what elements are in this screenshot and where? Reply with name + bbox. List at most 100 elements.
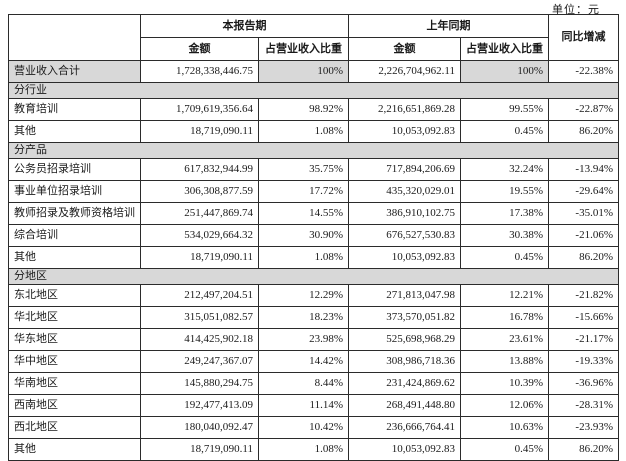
table-row: 华北地区 315,051,082.57 18.23% 373,570,051.82 16…	[8, 306, 619, 329]
row-label-cell: 华中地区	[8, 350, 141, 373]
current-pct-cell: 100%	[258, 60, 349, 83]
row-label-cell: 华东地区	[8, 328, 141, 351]
current-pct-cell: 98.92%	[258, 98, 349, 121]
current-pct-cell: 30.90%	[258, 224, 349, 247]
prior-amount-cell: 386,910,102.75	[348, 202, 461, 225]
prior-pct-cell: 12.21%	[460, 284, 549, 307]
current-amount-cell: 180,040,092.47	[140, 416, 259, 439]
prior-amount-cell: 373,570,051.82	[348, 306, 461, 329]
section-title: 分地区	[8, 268, 619, 285]
row-label-cell: 其他	[8, 438, 141, 461]
yoy-change-cell: -15.66%	[548, 306, 619, 329]
prior-pct-cell: 100%	[460, 60, 549, 83]
table-row: 教师招录及教师资格培训 251,447,869.74 14.55% 386,910,1…	[8, 202, 619, 225]
prior-amount-cell: 236,666,764.41	[348, 416, 461, 439]
unit-label: 单位：元	[552, 3, 600, 16]
current-amount-cell: 145,880,294.75	[140, 372, 259, 395]
prior-pct-cell: 0.45%	[460, 246, 549, 269]
current-pct-cell: 17.72%	[258, 180, 349, 203]
prior-pct-cell: 16.78%	[460, 306, 549, 329]
table-row: 西北地区 180,040,092.47 10.42% 236,666,764.41 10…	[8, 416, 619, 439]
yoy-change-cell: -21.06%	[548, 224, 619, 247]
table-row: 华南地区 145,880,294.75 8.44% 231,424,869.62 10.…	[8, 372, 619, 395]
section-title: 分产品	[8, 142, 619, 159]
current-pct-cell: 14.42%	[258, 350, 349, 373]
yoy-change-cell: -19.33%	[548, 350, 619, 373]
current-pct-cell: 1.08%	[258, 438, 349, 461]
section-header-row: 分行业	[8, 82, 619, 99]
prior-pct-cell: 12.06%	[460, 394, 549, 417]
prior-amount-cell: 2,226,704,962.11	[348, 60, 461, 83]
prior-pct-cell: 32.24%	[460, 158, 549, 181]
yoy-change-header: 同比增减	[548, 14, 619, 61]
current-amount-cell: 18,719,090.11	[140, 246, 259, 269]
current-pct-cell: 35.75%	[258, 158, 349, 181]
table-row: 综合培训 534,029,664.32 30.90% 676,527,530.83 30…	[8, 224, 619, 247]
header-row-periods: 本报告期 上年同期 同比增减	[8, 14, 619, 61]
row-label-cell: 华南地区	[8, 372, 141, 395]
yoy-change-cell: -21.17%	[548, 328, 619, 351]
current-amount-cell: 18,719,090.11	[140, 120, 259, 143]
current-pct-cell: 10.42%	[258, 416, 349, 439]
table-row: 东北地区 212,497,204.51 12.29% 271,813,047.98 12…	[8, 284, 619, 307]
current-amount-cell: 18,719,090.11	[140, 438, 259, 461]
prior-pct-cell: 19.55%	[460, 180, 549, 203]
prior-pct-cell: 10.39%	[460, 372, 549, 395]
prior-pct-cell: 0.45%	[460, 438, 549, 461]
corner-cell	[8, 14, 141, 61]
table-header: 本报告期 上年同期 同比增减 金额 占营业收入比重 金额 占营业收入比重	[8, 14, 619, 61]
table-row: 事业单位招录培训 306,308,877.59 17.72% 435,320,029.…	[8, 180, 619, 203]
section-header-row: 分产品	[8, 142, 619, 159]
table-row: 其他 18,719,090.11 1.08% 10,053,092.83 0.45% 86…	[8, 438, 619, 461]
pct-header-current: 占营业收入比重	[258, 37, 349, 61]
current-period-header: 本报告期	[140, 14, 349, 38]
header-row-metrics: 金额 占营业收入比重 金额 占营业收入比重	[9, 37, 619, 61]
prior-amount-cell: 10,053,092.83	[348, 120, 461, 143]
prior-amount-cell: 271,813,047.98	[348, 284, 461, 307]
current-amount-cell: 306,308,877.59	[140, 180, 259, 203]
row-label-cell: 其他	[8, 246, 141, 269]
prior-pct-cell: 13.88%	[460, 350, 549, 373]
amount-header-current: 金额	[140, 37, 259, 61]
section-header-row: 分地区	[8, 268, 619, 285]
row-label-cell: 其他	[8, 120, 141, 143]
row-label-cell: 华北地区	[8, 306, 141, 329]
yoy-change-cell: -35.01%	[548, 202, 619, 225]
current-pct-cell: 1.08%	[258, 120, 349, 143]
prior-amount-cell: 268,491,448.80	[348, 394, 461, 417]
current-amount-cell: 617,832,944.99	[140, 158, 259, 181]
current-amount-cell: 414,425,902.18	[140, 328, 259, 351]
current-pct-cell: 12.29%	[258, 284, 349, 307]
revenue-breakdown-table: 本报告期 上年同期 同比增减 金额 占营业收入比重 金额 占营业收入比重 营业收…	[8, 14, 619, 461]
table-row: 其他 18,719,090.11 1.08% 10,053,092.83 0.45% 86…	[8, 120, 619, 143]
pct-header-prior: 占营业收入比重	[460, 37, 549, 61]
prior-pct-cell: 99.55%	[460, 98, 549, 121]
current-amount-cell: 192,477,413.09	[140, 394, 259, 417]
table-row: 华中地区 249,247,367.07 14.42% 308,986,718.36 13…	[8, 350, 619, 373]
row-label-cell: 教育培训	[8, 98, 141, 121]
prior-amount-cell: 2,216,651,869.28	[348, 98, 461, 121]
prior-amount-cell: 231,424,869.62	[348, 372, 461, 395]
current-amount-cell: 212,497,204.51	[140, 284, 259, 307]
current-pct-cell: 14.55%	[258, 202, 349, 225]
table-row: 华东地区 414,425,902.18 23.98% 525,698,968.29 23…	[8, 328, 619, 351]
yoy-change-cell: 86.20%	[548, 246, 619, 269]
prior-pct-cell: 23.61%	[460, 328, 549, 351]
table-body: 营业收入合计 1,728,338,446.75 100% 2,226,704,962.…	[8, 60, 619, 461]
prior-pct-cell: 30.38%	[460, 224, 549, 247]
prior-amount-cell: 717,894,206.69	[348, 158, 461, 181]
amount-header-prior: 金额	[348, 37, 461, 61]
current-amount-cell: 315,051,082.57	[140, 306, 259, 329]
row-label-cell: 营业收入合计	[8, 60, 141, 83]
table-row: 其他 18,719,090.11 1.08% 10,053,092.83 0.45% 86…	[8, 246, 619, 269]
current-amount-cell: 1,709,619,356.64	[140, 98, 259, 121]
prior-amount-cell: 10,053,092.83	[348, 438, 461, 461]
current-pct-cell: 1.08%	[258, 246, 349, 269]
yoy-change-cell: 86.20%	[548, 438, 619, 461]
yoy-change-cell: 86.20%	[548, 120, 619, 143]
prior-amount-cell: 308,986,718.36	[348, 350, 461, 373]
current-pct-cell: 11.14%	[258, 394, 349, 417]
yoy-change-cell: -28.31%	[548, 394, 619, 417]
yoy-change-cell: -21.82%	[548, 284, 619, 307]
prior-pct-cell: 17.38%	[460, 202, 549, 225]
